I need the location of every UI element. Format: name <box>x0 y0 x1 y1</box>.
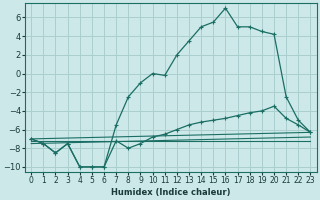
X-axis label: Humidex (Indice chaleur): Humidex (Indice chaleur) <box>111 188 231 197</box>
